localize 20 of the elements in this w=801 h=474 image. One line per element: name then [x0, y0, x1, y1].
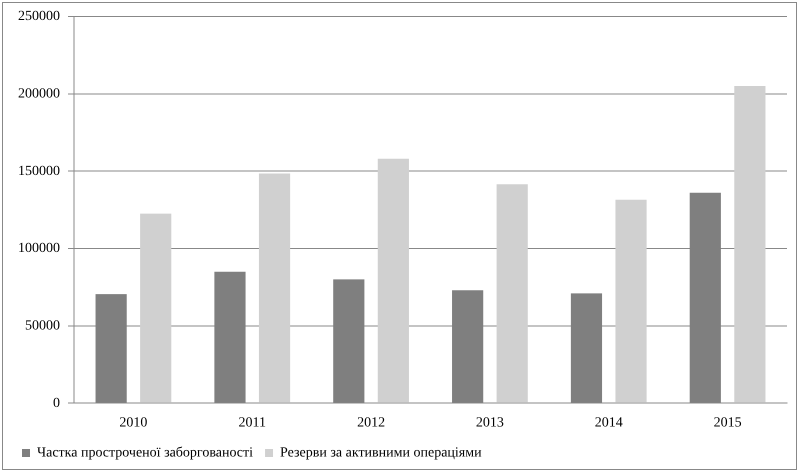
bar: [140, 214, 172, 403]
legend-label: Резерви за активними операціями: [280, 446, 482, 461]
y-tick-label: 100000: [18, 241, 60, 256]
x-tick-label: 2013: [476, 415, 504, 430]
bar: [734, 86, 766, 403]
legend-label: Частка простроченої заборгованості: [37, 446, 254, 461]
bar: [496, 184, 528, 403]
bar: [615, 200, 647, 403]
bar: [258, 173, 290, 403]
y-tick-label: 150000: [18, 164, 60, 179]
x-tick-label: 2015: [714, 415, 742, 430]
x-tick-label: 2010: [119, 415, 148, 430]
x-tick-label: 2012: [357, 415, 386, 430]
y-tick-label: 200000: [18, 86, 60, 102]
x-tick-label: 2014: [594, 415, 623, 430]
y-tick-label: 250000: [18, 9, 60, 24]
y-tick-label: 50000: [25, 318, 60, 334]
x-tick-label: 2011: [238, 415, 266, 430]
y-tick-label: 0: [53, 396, 60, 411]
bar: [378, 158, 409, 403]
